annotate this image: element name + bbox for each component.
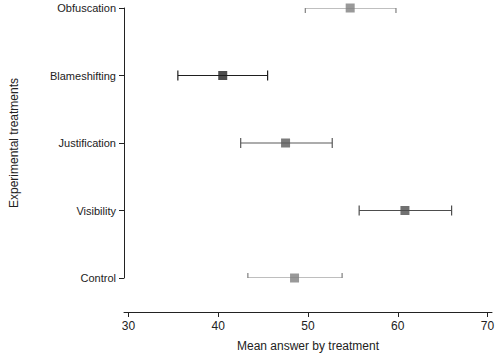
svg-text:50: 50 [301,319,315,333]
svg-text:Mean answer by treatment: Mean answer by treatment [237,339,380,353]
svg-text:Obfuscation: Obfuscation [57,2,116,14]
svg-text:30: 30 [122,319,136,333]
svg-text:Blameshifting: Blameshifting [50,70,116,82]
svg-text:Control: Control [81,272,116,284]
svg-text:Experimental treatments: Experimental treatments [7,78,21,208]
svg-text:Justification: Justification [59,137,116,149]
svg-text:60: 60 [391,319,405,333]
svg-text:Visibility: Visibility [76,205,116,217]
svg-text:40: 40 [212,319,226,333]
svg-text:70: 70 [481,319,495,333]
